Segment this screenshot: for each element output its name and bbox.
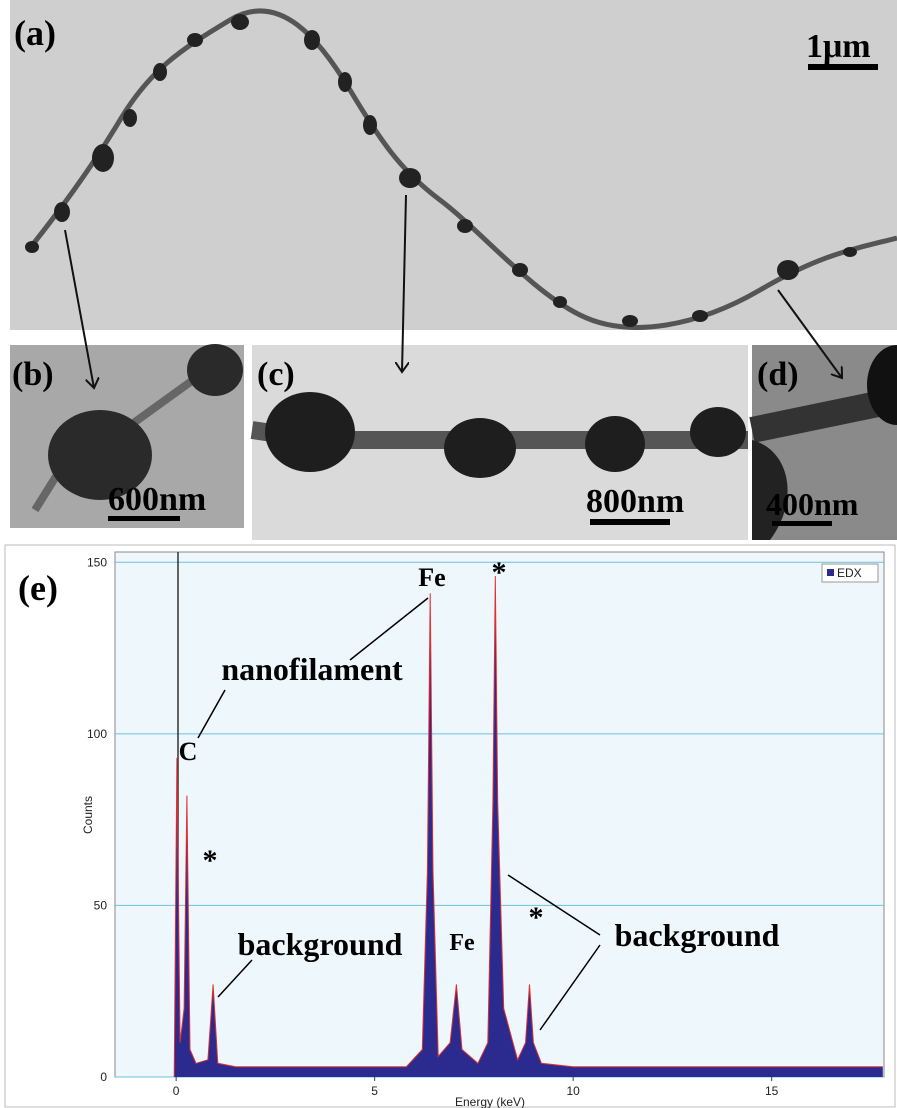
annotation: nanofilament xyxy=(221,651,403,687)
panel-label: (c) xyxy=(257,356,295,393)
annotation: background xyxy=(238,926,403,962)
x-tick-label: 15 xyxy=(765,1084,779,1098)
annotation: background xyxy=(615,917,780,953)
bead xyxy=(187,344,243,396)
annotation: * xyxy=(529,901,544,934)
scale-label: 1μm xyxy=(806,28,871,65)
figure: (a) 1μm (b) 600nm (c) 800nm (d) 400nm (e… xyxy=(0,0,897,1108)
scale-label: 600nm xyxy=(108,481,206,518)
y-tick-label: 150 xyxy=(87,555,107,569)
panel-label: (b) xyxy=(12,356,54,393)
annotation: C xyxy=(179,737,198,766)
y-tick-label: 100 xyxy=(87,727,107,741)
annotation: Fe xyxy=(418,563,445,592)
panel-label: (e) xyxy=(18,568,58,608)
y-axis-label: Counts xyxy=(81,796,95,834)
x-tick-label: 0 xyxy=(173,1084,180,1098)
panel-label: (d) xyxy=(757,356,799,393)
annotation: Fe xyxy=(449,930,475,956)
x-tick-label: 10 xyxy=(566,1084,580,1098)
x-tick-label: 5 xyxy=(371,1084,378,1098)
legend-label: EDX xyxy=(837,566,862,580)
panel-label: (a) xyxy=(14,13,56,53)
legend-swatch xyxy=(827,569,834,576)
scale-label: 400nm xyxy=(766,486,859,522)
scale-label: 800nm xyxy=(586,483,684,520)
y-tick-label: 50 xyxy=(94,898,108,912)
y-tick-label: 0 xyxy=(100,1070,107,1084)
annotation: * xyxy=(492,556,507,589)
tem-image-a xyxy=(10,0,897,330)
x-axis-label: Energy (keV) xyxy=(455,1095,525,1108)
annotation: * xyxy=(203,844,218,877)
